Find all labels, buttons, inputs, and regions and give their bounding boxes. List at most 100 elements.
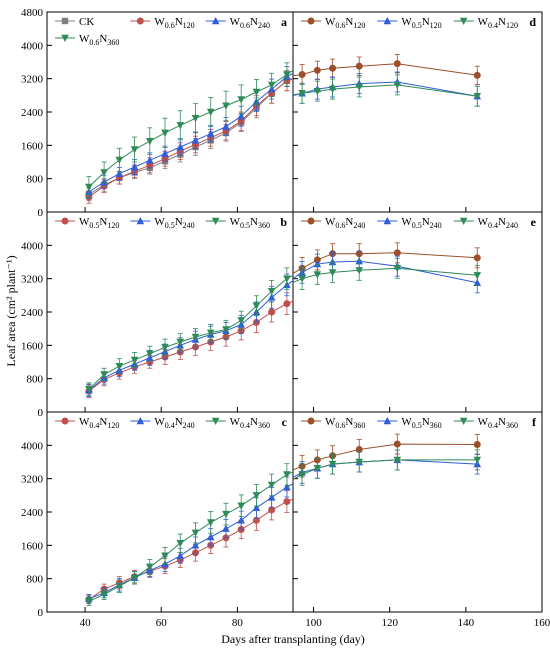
legend-label: W0.4N360: [230, 416, 270, 430]
y-tick-label: 2400: [21, 507, 44, 519]
legend-label-base: N: [345, 16, 353, 28]
series-line: [88, 483, 293, 600]
marker-triangle-down: [115, 582, 124, 591]
marker-triangle-down: [355, 267, 364, 275]
legend-label-base: N: [345, 216, 353, 228]
marker-triangle-up: [283, 92, 291, 99]
legend-item: W0.6N120: [301, 16, 365, 30]
marker-triangle-down: [298, 275, 306, 283]
marker-triangle-down: [283, 275, 291, 283]
marker-triangle-down: [329, 48, 337, 55]
legend-label: W0.6N360: [325, 416, 365, 430]
series-c-3: [85, 463, 293, 606]
legend-label-base: N: [99, 33, 107, 45]
marker-circle: [298, 71, 306, 78]
legend-label-base: N: [175, 16, 183, 28]
series-line: [293, 81, 478, 97]
y-tick-label: 2400: [21, 307, 44, 319]
marker-triangle-down: [473, 272, 482, 280]
series-line: [88, 498, 293, 600]
legend-label-base: W: [79, 33, 90, 45]
y-tick-label: 0: [38, 407, 44, 419]
panel-letter-a: a: [281, 15, 287, 29]
panel-d: dW0.6N120 W0.5N120 W0.4N120: [283, 11, 536, 213]
legend-label: W0.5N240: [401, 216, 441, 230]
marker-triangle-down: [473, 92, 482, 101]
legend-label: W0.4N240: [478, 216, 518, 230]
legend-label: W0.6N120: [325, 16, 365, 30]
legend-label-base: W: [230, 416, 241, 428]
legend-label-sub: 0.4: [240, 421, 250, 430]
legend-label-base: W: [79, 416, 90, 428]
legend-label: W0.6N240: [230, 16, 270, 30]
marker-triangle-up: [283, 483, 291, 491]
series-line: [88, 274, 293, 390]
marker-triangle-down: [130, 146, 139, 154]
marker-triangle-up: [191, 136, 200, 144]
legend-label-sub: 0.5: [412, 21, 422, 30]
series-c-1: [85, 486, 336, 605]
legend-label: W0.5N240: [154, 216, 194, 230]
legend-item: W0.5N120: [55, 216, 119, 230]
marker-triangle-down: [222, 102, 230, 110]
marker-circle: [146, 539, 153, 546]
marker-triangle-down: [115, 156, 124, 164]
y-tick-label: 1600: [21, 140, 44, 152]
legend-label-sub: 0.6: [335, 221, 345, 230]
marker-triangle-down: [298, 471, 306, 479]
legend-label-sub: 120: [353, 21, 365, 30]
panel-letter-c: c: [282, 415, 288, 429]
marker-triangle-down: [267, 481, 276, 489]
marker-triangle-down: [130, 574, 139, 582]
marker-triangle-up: [161, 149, 169, 157]
legend-label-sub: 0.4: [89, 421, 99, 430]
marker-circle: [283, 300, 291, 308]
series-line: [293, 267, 478, 283]
marker-triangle-down: [283, 94, 291, 101]
marker-triangle-up: [222, 122, 230, 130]
marker-triangle-down: [176, 540, 185, 548]
legend-label-base: N: [175, 216, 183, 228]
y-tick-label: 800: [27, 574, 44, 586]
legend-item: W0.4N120: [55, 416, 119, 430]
marker-triangle-down: [459, 417, 468, 425]
marker-triangle-up: [206, 533, 215, 541]
legend-label-base: N: [99, 416, 107, 428]
panel-letter-f: f: [532, 415, 537, 429]
marker-triangle-up: [473, 54, 481, 61]
legend-label-sub: 120: [506, 21, 518, 30]
marker-triangle-down: [314, 53, 322, 60]
legend-label-sub: 0.6: [335, 21, 345, 30]
marker-circle: [252, 318, 260, 326]
legend-item: W0.5N240: [377, 216, 442, 230]
series-line: [88, 471, 293, 602]
marker-triangle-down: [355, 44, 363, 51]
marker-circle: [329, 286, 336, 293]
legend-label: W0.6N360: [79, 33, 119, 47]
marker-circle: [162, 529, 169, 536]
legend-item: W0.4N360: [453, 416, 518, 430]
series-d-3: [283, 74, 482, 107]
legend-label-sub: 0.5: [412, 221, 422, 230]
legend-label-base: N: [250, 16, 258, 28]
legend-item: W0.6N120: [130, 16, 195, 30]
legend-label: W0.5N120: [79, 216, 119, 230]
legend-item: W0.4N240: [453, 216, 518, 230]
marker-triangle-down: [206, 329, 215, 337]
series-e-2: [293, 250, 482, 294]
marker-triangle-up: [131, 558, 139, 565]
marker-triangle-down: [61, 34, 69, 42]
y-tick-label: 4000: [21, 240, 44, 252]
marker-circle: [473, 441, 481, 448]
marker-circle: [136, 17, 144, 25]
marker-circle: [329, 486, 336, 493]
marker-circle: [252, 516, 260, 524]
legend-item: W0.5N360: [205, 216, 270, 230]
panel-f: fW0.6N360 W0.5N360 W0.4N360: [131, 411, 537, 613]
marker-triangle-down: [146, 563, 154, 571]
legend-label-sub: 240: [183, 221, 195, 230]
marker-circle: [313, 66, 321, 74]
legend-label-base: N: [345, 416, 353, 428]
legend-label-sub: 120: [107, 421, 119, 430]
marker-triangle-up: [136, 217, 145, 225]
